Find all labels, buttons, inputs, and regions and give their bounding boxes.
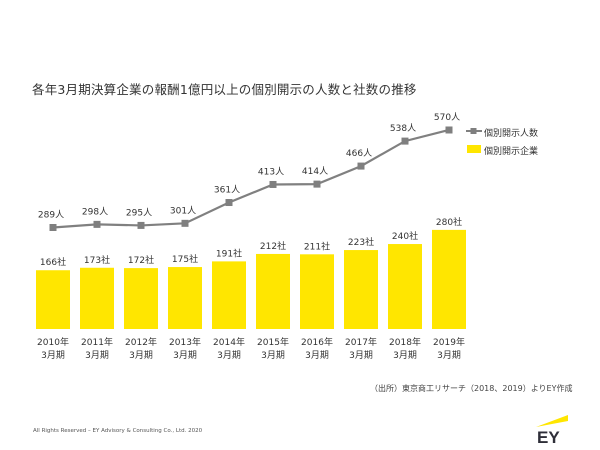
line-value-label: 295人 bbox=[126, 207, 152, 218]
category-label: 3月期 bbox=[173, 350, 197, 361]
category-label: 2018年 bbox=[389, 336, 421, 348]
line-value-label: 289人 bbox=[38, 210, 64, 221]
category-label: 2016年 bbox=[301, 336, 333, 348]
line-value-label: 361人 bbox=[214, 185, 240, 196]
bar-10 bbox=[432, 229, 466, 329]
ey-logo-text: EY bbox=[537, 428, 560, 446]
bar-3 bbox=[124, 268, 158, 329]
bar-9 bbox=[388, 244, 422, 329]
legend-bar-symbol bbox=[467, 145, 481, 153]
category-label: 2013年 bbox=[169, 336, 201, 348]
line-marker-3 bbox=[137, 221, 145, 229]
category-label: 2012年 bbox=[125, 336, 157, 348]
legend-line-label: 個別開示人数 bbox=[484, 129, 539, 139]
line-marker-10 bbox=[445, 126, 453, 134]
line-value-label: 414人 bbox=[302, 166, 328, 177]
category-label: 3月期 bbox=[261, 350, 285, 361]
bar-value-label: 223社 bbox=[348, 236, 374, 248]
line-marker-7 bbox=[313, 180, 321, 188]
legend-bar-label: 個別開示企業 bbox=[484, 147, 539, 157]
bar-value-label: 172社 bbox=[128, 254, 154, 266]
line-marker-9 bbox=[401, 137, 409, 145]
category-label: 3月期 bbox=[41, 350, 65, 361]
category-label: 3月期 bbox=[217, 350, 241, 361]
bar-value-label: 240社 bbox=[392, 230, 418, 242]
bar-8 bbox=[344, 250, 378, 329]
ey-logo: EY bbox=[536, 415, 568, 446]
line-marker-1 bbox=[49, 224, 57, 231]
bar-7 bbox=[300, 254, 334, 329]
category-label: 2015年 bbox=[257, 336, 289, 348]
legend-line-marker bbox=[470, 128, 477, 134]
category-label: 2019年 bbox=[433, 336, 465, 348]
category-label: 2017年 bbox=[345, 336, 377, 348]
bar-value-label: 175社 bbox=[172, 253, 198, 265]
line-value-label: 298人 bbox=[82, 206, 108, 217]
bar-5 bbox=[212, 261, 246, 329]
category-label: 3月期 bbox=[437, 350, 461, 361]
bar-value-label: 212社 bbox=[260, 240, 286, 252]
line-marker-8 bbox=[357, 162, 365, 170]
bar-value-label: 173社 bbox=[84, 254, 110, 266]
category-label: 3月期 bbox=[85, 350, 109, 361]
category-label: 3月期 bbox=[129, 350, 153, 361]
bar-value-label: 191社 bbox=[216, 247, 242, 259]
line-value-label: 538人 bbox=[390, 123, 416, 134]
bar-6 bbox=[256, 253, 290, 329]
category-label: 2010年 bbox=[37, 336, 69, 348]
bar-2 bbox=[80, 267, 114, 329]
line-marker-5 bbox=[225, 199, 233, 207]
line-series-people bbox=[52, 128, 450, 229]
bar-1 bbox=[36, 270, 70, 329]
bar-value-label: 280社 bbox=[436, 216, 462, 228]
bar-value-label: 166社 bbox=[40, 256, 66, 268]
line-marker-2 bbox=[93, 220, 101, 228]
bar-4 bbox=[168, 267, 202, 329]
category-label: 2011年 bbox=[81, 336, 113, 348]
category-label: 3月期 bbox=[393, 350, 417, 361]
line-value-label: 301人 bbox=[170, 205, 196, 216]
line-marker-6 bbox=[269, 180, 277, 188]
copyright: All Rights Reserved – EY Advisory & Cons… bbox=[33, 428, 203, 434]
line-value-label: 466人 bbox=[346, 148, 372, 159]
chart-title: 各年3月期決算企業の報酬1億円以上の個別開示の人数と社数の推移 bbox=[32, 82, 417, 97]
source-note: （出所）東京商工リサーチ（2018、2019）よりEY作成 bbox=[370, 384, 573, 393]
line-marker-4 bbox=[181, 219, 189, 227]
line-value-label: 570人 bbox=[434, 112, 460, 123]
category-label: 3月期 bbox=[305, 350, 329, 361]
category-label: 2014年 bbox=[213, 336, 245, 348]
category-label: 3月期 bbox=[349, 350, 373, 361]
ey-logo-beam bbox=[536, 415, 568, 427]
bar-value-label: 211社 bbox=[304, 240, 330, 252]
line-value-label: 413人 bbox=[258, 166, 284, 177]
